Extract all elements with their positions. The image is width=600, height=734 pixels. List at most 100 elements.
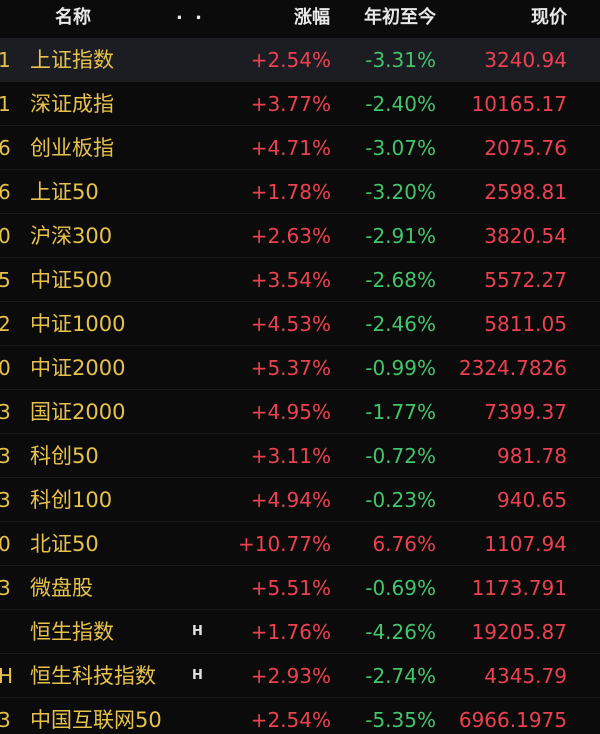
- quote-row[interactable]: 3 微盘股 +5.51% -0.69% 1173.791: [0, 566, 600, 610]
- ytd-percent: -5.35%: [365, 708, 436, 732]
- change-percent: +3.77%: [250, 92, 331, 116]
- code-fragment: 5: [0, 268, 11, 292]
- index-name: 上证指数: [30, 48, 114, 72]
- change-percent: +4.71%: [250, 136, 331, 160]
- quote-row[interactable]: 0 北证50 +10.77% 6.76% 1107.94: [0, 522, 600, 566]
- ytd-percent: -3.20%: [365, 180, 436, 204]
- index-name: 深证成指: [30, 92, 114, 116]
- ytd-percent: -2.68%: [365, 268, 436, 292]
- quote-row[interactable]: 恒生指数 H +1.76% -4.26% 19205.87: [0, 610, 600, 654]
- current-price: 10165.17: [471, 92, 567, 116]
- column-header-ytd[interactable]: 年初至今: [364, 7, 436, 28]
- ytd-percent: 6.76%: [372, 532, 436, 556]
- code-fragment: 0: [0, 224, 11, 248]
- ytd-percent: -4.26%: [365, 620, 436, 644]
- index-name: 微盘股: [30, 576, 93, 600]
- code-fragment: 2: [0, 312, 11, 336]
- index-name: 国证2000: [30, 400, 126, 424]
- code-fragment: 0: [0, 532, 11, 556]
- code-fragment: 3: [0, 488, 11, 512]
- column-header-price[interactable]: 现价: [531, 7, 567, 28]
- current-price: 19205.87: [471, 620, 567, 644]
- ytd-percent: -0.99%: [365, 356, 436, 380]
- current-price: 1173.791: [471, 576, 567, 600]
- current-price: 6966.1975: [458, 708, 567, 732]
- change-percent: +4.94%: [250, 488, 331, 512]
- change-percent: +5.37%: [250, 356, 331, 380]
- index-name: 科创50: [30, 444, 99, 468]
- index-name: 沪深300: [30, 224, 113, 248]
- more-dots-icon[interactable]: . .: [176, 3, 205, 24]
- change-percent: +5.51%: [250, 576, 331, 600]
- quote-row[interactable]: 2 中证1000 +4.53% -2.46% 5811.05: [0, 302, 600, 346]
- code-fragment: 3: [0, 444, 11, 468]
- code-fragment: 3: [0, 400, 11, 424]
- index-name: 中证2000: [30, 356, 126, 380]
- change-percent: +4.53%: [250, 312, 331, 336]
- current-price: 4345.79: [484, 664, 567, 688]
- column-header-name[interactable]: 名称: [55, 7, 91, 28]
- current-price: 7399.37: [484, 400, 567, 424]
- ytd-percent: -0.72%: [365, 444, 436, 468]
- code-fragment: 6: [0, 180, 11, 204]
- quote-row[interactable]: 3 科创100 +4.94% -0.23% 940.65: [0, 478, 600, 522]
- change-percent: +10.77%: [237, 532, 331, 556]
- change-percent: +1.78%: [250, 180, 331, 204]
- hk-badge: H: [192, 668, 203, 683]
- current-price: 981.78: [497, 444, 567, 468]
- current-price: 3820.54: [484, 224, 567, 248]
- index-name: 创业板指: [30, 136, 114, 160]
- ytd-percent: -2.74%: [365, 664, 436, 688]
- quote-row[interactable]: 3 科创50 +3.11% -0.72% 981.78: [0, 434, 600, 478]
- ytd-percent: -0.23%: [365, 488, 436, 512]
- code-fragment: 0: [0, 356, 11, 380]
- current-price: 5572.27: [484, 268, 567, 292]
- quote-row[interactable]: 1 深证成指 +3.77% -2.40% 10165.17: [0, 82, 600, 126]
- change-percent: +2.54%: [250, 708, 331, 732]
- quote-row[interactable]: 5 中证500 +3.54% -2.68% 5572.27: [0, 258, 600, 302]
- current-price: 5811.05: [484, 312, 567, 336]
- index-name: 恒生科技指数: [30, 664, 156, 688]
- current-price: 2324.7826: [458, 356, 567, 380]
- change-percent: +3.54%: [250, 268, 331, 292]
- change-percent: +1.76%: [250, 620, 331, 644]
- change-percent: +3.11%: [250, 444, 331, 468]
- ytd-percent: -1.77%: [365, 400, 436, 424]
- column-header-change[interactable]: 涨幅: [294, 7, 330, 28]
- code-fragment: 1: [0, 48, 11, 72]
- index-name: 上证50: [30, 180, 99, 204]
- current-price: 3240.94: [484, 48, 567, 72]
- index-name: 中证500: [30, 268, 113, 292]
- quote-row[interactable]: 3 中国互联网50 +2.54% -5.35% 6966.1975: [0, 698, 600, 734]
- ytd-percent: -2.40%: [365, 92, 436, 116]
- list-header: 名称 . . 涨幅 年初至今 现价: [0, 0, 600, 38]
- code-fragment: 3: [0, 708, 11, 732]
- quote-row[interactable]: H 恒生科技指数 H +2.93% -2.74% 4345.79: [0, 654, 600, 698]
- current-price: 2598.81: [484, 180, 567, 204]
- ytd-percent: -2.91%: [365, 224, 436, 248]
- current-price: 2075.76: [484, 136, 567, 160]
- quote-row[interactable]: 3 国证2000 +4.95% -1.77% 7399.37: [0, 390, 600, 434]
- quote-row[interactable]: 6 创业板指 +4.71% -3.07% 2075.76: [0, 126, 600, 170]
- code-fragment: 1: [0, 92, 11, 116]
- quote-row[interactable]: 0 中证2000 +5.37% -0.99% 2324.7826: [0, 346, 600, 390]
- index-name: 北证50: [30, 532, 99, 556]
- quote-row[interactable]: 1 上证指数 +2.54% -3.31% 3240.94: [0, 38, 600, 82]
- ytd-percent: -3.31%: [365, 48, 436, 72]
- change-percent: +4.95%: [250, 400, 331, 424]
- hk-badge: H: [192, 624, 203, 639]
- code-fragment: 6: [0, 136, 11, 160]
- index-name: 科创100: [30, 488, 113, 512]
- code-fragment: H: [0, 664, 14, 688]
- code-fragment: 3: [0, 576, 11, 600]
- index-name: 中证1000: [30, 312, 126, 336]
- ytd-percent: -2.46%: [365, 312, 436, 336]
- index-name: 恒生指数: [30, 620, 114, 644]
- current-price: 940.65: [497, 488, 567, 512]
- change-percent: +2.63%: [250, 224, 331, 248]
- quote-rows: 1 上证指数 +2.54% -3.31% 3240.94 1 深证成指 +3.77% -2.40…: [0, 38, 600, 734]
- quote-row[interactable]: 0 沪深300 +2.63% -2.91% 3820.54: [0, 214, 600, 258]
- quote-row[interactable]: 6 上证50 +1.78% -3.20% 2598.81: [0, 170, 600, 214]
- current-price: 1107.94: [484, 532, 567, 556]
